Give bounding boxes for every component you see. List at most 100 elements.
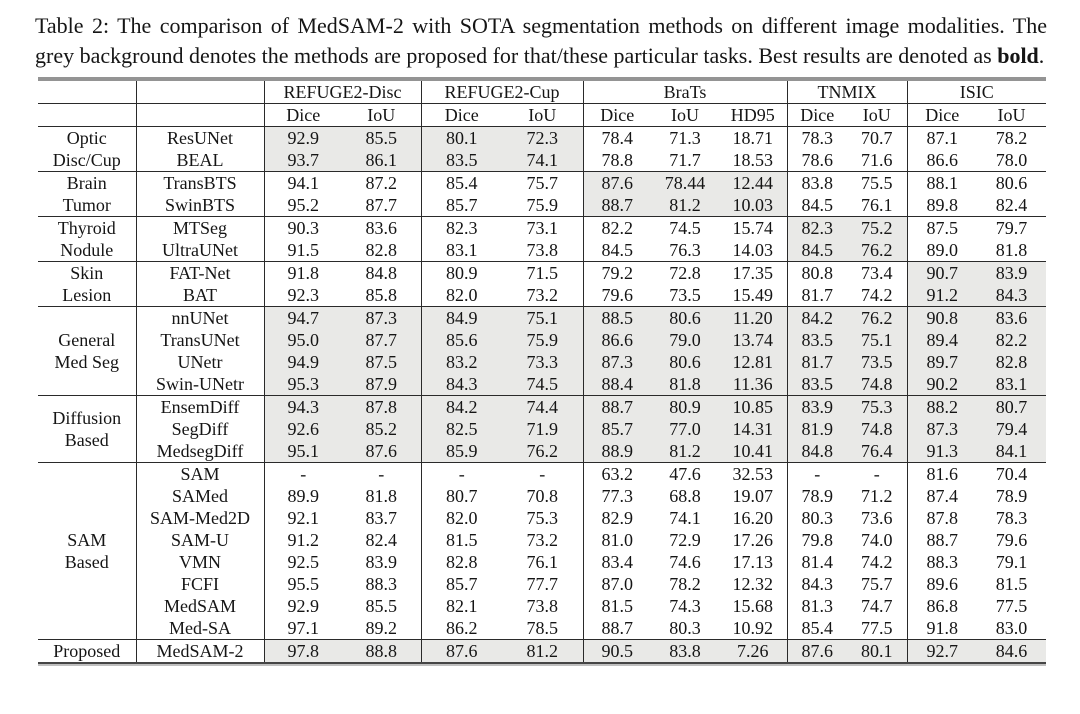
value-cell: 82.1 — [446, 596, 478, 616]
caption-text: Table 2: The comparison of MedSAM-2 with… — [35, 13, 1047, 68]
value-cell: 7.26 — [719, 639, 788, 663]
value-cell: 78.44 — [651, 171, 720, 194]
table-body: Optic Disc/Cup ResUNet 92.9 85.5 80.1 72.3 78.4… — [38, 126, 1047, 663]
value-cell: 80.8 — [787, 261, 848, 284]
value-cell: 80.6 — [977, 171, 1047, 194]
value-cell: 87.3 — [907, 418, 978, 440]
header-group-row: REFUGE2-Disc REFUGE2-Cup BraTs TNMIX ISIC — [38, 79, 1047, 104]
value-cell: 87.9 — [342, 373, 422, 396]
value-cell: 82.8 — [342, 239, 422, 262]
value-cell: 87.1 — [907, 126, 978, 149]
table-row: Diffusion Based EnsemDiff 94.3 87.8 84.2 74.4 8… — [38, 395, 1047, 463]
value-cell: 92.6 — [264, 418, 342, 440]
value-cell: 74.2 — [847, 551, 908, 573]
column-group-header: REFUGE2-Cup — [421, 79, 584, 104]
value-cell: 32.53 — [719, 462, 788, 485]
value-cell: 78.8 — [601, 150, 634, 170]
value-cell: 10.03 — [719, 194, 788, 217]
value-cell: 77.0 — [651, 418, 720, 440]
value-cell: 81.7 — [801, 285, 834, 305]
value-cell: 85.7 — [446, 195, 478, 215]
table-row: UNetr 94.9 87.5 83.2 73.3 87.3 80.6 12.81 81.7 73… — [38, 351, 1047, 373]
method-cell: SAM-U — [136, 529, 265, 551]
value-cell: 90.3 — [264, 216, 342, 239]
column-group-header: ISIC — [907, 79, 1047, 104]
value-cell: 77.5 — [847, 617, 908, 640]
value-cell: 79.0 — [651, 329, 720, 351]
table-row: MedSAM 92.9 85.5 82.1 73.8 81.5 74.3 15.68 81.3 7… — [38, 595, 1046, 617]
value-cell: 76.2 — [502, 440, 584, 463]
value-cell: 81.2 — [502, 639, 584, 663]
value-cell: 92.7 — [907, 639, 978, 663]
value-cell: - — [847, 462, 908, 485]
value-cell: 14.31 — [719, 418, 788, 440]
value-cell: 78.5 — [502, 617, 584, 640]
column-group-header: REFUGE2-Disc — [264, 79, 422, 104]
value-cell: - — [787, 462, 848, 485]
value-cell: 97.1 — [287, 618, 320, 638]
value-cell: 80.6 — [651, 351, 720, 373]
value-cell: 89.8 — [926, 195, 959, 215]
method-cell: MedSAM — [136, 595, 265, 617]
value-cell: 86.6 — [926, 150, 959, 170]
value-cell: 82.4 — [342, 529, 422, 551]
method-cell: UltraUNet — [136, 239, 265, 262]
value-cell: 81.8 — [651, 373, 720, 396]
value-cell: 74.0 — [847, 529, 908, 551]
value-cell: 82.3 — [787, 216, 848, 239]
value-cell: 17.26 — [719, 529, 788, 551]
value-cell: 81.4 — [801, 552, 834, 572]
table-row: BAT 92.3 85.8 82.0 73.2 79.6 73.5 15.49 81.7 74.2… — [38, 284, 1047, 307]
value-cell: 90.2 — [907, 373, 978, 396]
value-cell: 77.3 — [601, 486, 634, 506]
value-cell: 74.5 — [651, 216, 720, 239]
value-cell: 78.6 — [801, 150, 834, 170]
value-cell: 90.8 — [907, 306, 978, 329]
column-group-header: TNMIX — [787, 79, 908, 104]
value-cell: 74.2 — [847, 284, 908, 307]
value-cell: 97.8 — [264, 639, 342, 663]
metric-header: IoU — [977, 103, 1047, 127]
value-cell: 88.8 — [342, 639, 422, 663]
value-cell: 83.1 — [446, 240, 478, 260]
value-cell: 73.5 — [669, 285, 701, 305]
value-cell: 71.5 — [502, 261, 584, 284]
value-cell: 88.3 — [342, 573, 422, 595]
value-cell: 76.1 — [847, 194, 908, 217]
value-cell: 75.7 — [502, 171, 584, 194]
value-cell: 78.4 — [583, 126, 652, 149]
metric-header: IoU — [847, 103, 908, 127]
method-cell: EnsemDiff — [136, 395, 265, 418]
method-cell: MTSeg — [136, 216, 265, 239]
value-cell: 75.7 — [847, 573, 908, 595]
group-label-cell: Brain Tumor — [38, 171, 137, 217]
value-cell: 89.7 — [907, 351, 978, 373]
table-caption: Table 2: The comparison of MedSAM-2 with… — [35, 11, 1047, 70]
value-cell: 95.2 — [287, 195, 320, 215]
table-row: MedsegDiff 95.1 87.6 85.9 76.2 88.9 81.2 10.41 8… — [38, 440, 1047, 463]
value-cell: 78.0 — [995, 150, 1028, 170]
value-cell: 90.5 — [583, 639, 652, 663]
value-cell: 77.5 — [995, 596, 1028, 616]
value-cell: 81.8 — [995, 240, 1028, 260]
value-cell: 73.3 — [502, 351, 584, 373]
value-cell: 18.71 — [719, 126, 788, 149]
value-cell: 85.4 — [421, 171, 502, 194]
value-cell: 75.9 — [502, 194, 584, 217]
empty-header-cell — [136, 103, 265, 127]
value-cell: 87.6 — [342, 440, 422, 463]
value-cell: 85.5 — [342, 126, 422, 149]
value-cell: 63.2 — [583, 462, 652, 485]
value-cell: 95.5 — [287, 574, 320, 594]
method-cell: MedsegDiff — [136, 440, 265, 463]
value-cell: 87.3 — [342, 306, 422, 329]
value-cell: 82.2 — [977, 329, 1047, 351]
method-cell: BEAL — [136, 149, 265, 172]
value-cell: 83.9 — [787, 395, 848, 418]
method-cell: MedSAM-2 — [136, 639, 265, 663]
method-cell: TransUNet — [136, 329, 265, 351]
value-cell: 87.8 — [926, 508, 959, 528]
value-cell: 87.0 — [601, 574, 634, 594]
value-cell: 78.3 — [995, 508, 1028, 528]
method-cell: UNetr — [136, 351, 265, 373]
